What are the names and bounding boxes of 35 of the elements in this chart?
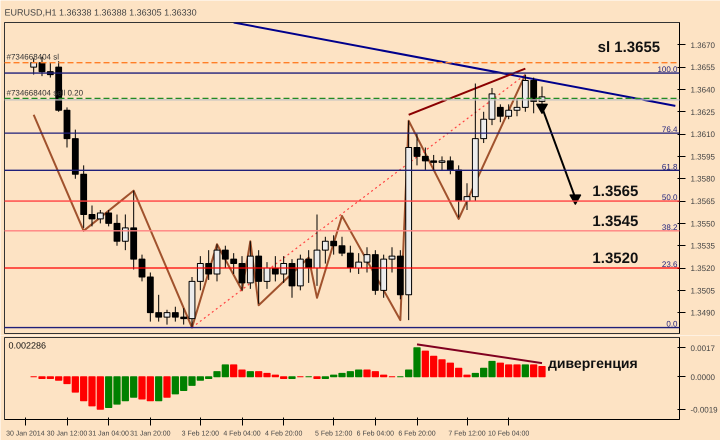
y-tick-label: 1.3670 (690, 40, 716, 50)
ref-line-label: 1.3565 (592, 183, 638, 200)
series-label: дивергенция (548, 355, 638, 372)
bar (163, 376, 171, 398)
y-tick-label: 1.3655 (690, 63, 716, 72)
y-tick-label: 1.3580 (690, 174, 716, 184)
y-tick-label: 1.3640 (690, 85, 716, 94)
y-tick-label: 0.0000 (690, 372, 716, 382)
ref-line-label: #734668404 sl (6, 52, 60, 62)
annotation: sl 1.3655 (598, 38, 660, 56)
y-tick-label: 1.3565 (690, 197, 716, 206)
y-tick-label: 1.3595 (690, 152, 716, 162)
y-tick-label: 1.3550 (690, 219, 716, 228)
annotation: 50.0 (662, 193, 678, 202)
y-tick-label: 0.0017 (690, 344, 716, 353)
chart-title: EURUSD,H1 1.36338 1.36388 1.36305 1.36330 (4, 8, 197, 18)
ref-line-label: 61.8 (662, 162, 678, 172)
y-tick-label: -0.0019 (690, 405, 718, 414)
y-tick-label: 1.3505 (690, 286, 716, 296)
ref-line-label: 100.0 (657, 65, 678, 74)
ref-line-label: 0.0 (666, 320, 678, 329)
y-tick-label: 1.3520 (690, 264, 716, 274)
ref-line-label: 1.3520 (592, 250, 638, 268)
annotation: 23.6 (662, 260, 678, 270)
bar (522, 364, 529, 378)
y-tick-label: 1.3625 (690, 108, 716, 117)
ref-line-label: 76.4 (662, 125, 678, 134)
y-tick-label: 1.3610 (690, 130, 716, 140)
bar (246, 371, 254, 378)
annotation: 38.2 (662, 222, 678, 232)
ref-line-label: 1.3545 (592, 212, 638, 230)
bar (155, 376, 162, 402)
annotation: 0.002286 (8, 340, 46, 350)
y-tick-label: 1.3490 (690, 308, 716, 318)
y-tick-label: 1.3535 (690, 242, 716, 251)
